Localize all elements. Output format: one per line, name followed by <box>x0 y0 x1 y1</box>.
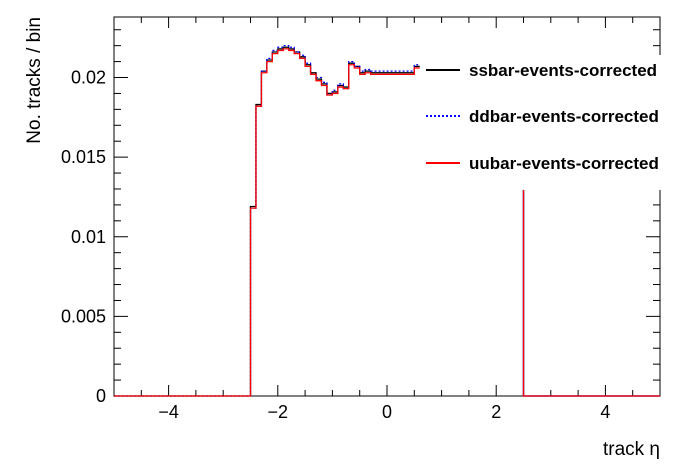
x-tick-label: −2 <box>268 402 289 422</box>
legend-box <box>422 55 692 190</box>
y-tick-label: 0.005 <box>61 306 106 326</box>
y-tick-label: 0.01 <box>71 227 106 247</box>
legend-label: ddbar-events-corrected <box>469 107 659 126</box>
y-axis-title: No. tracks / bin <box>24 17 45 144</box>
series-line-ssbar-events-corrected <box>114 46 420 397</box>
series-right-edge <box>518 180 660 397</box>
x-tick-label: 4 <box>600 402 610 422</box>
axis-ticks: −4 −2 0 2 4 0 0.005 0.01 0.015 0.02 <box>61 17 661 422</box>
y-tick-label: 0.02 <box>71 68 106 88</box>
y-tick-label: 0 <box>96 386 106 406</box>
legend: ssbar-events-corrected ddbar-events-corre… <box>426 61 659 173</box>
series-line-ddbar-events-corrected <box>114 45 420 397</box>
x-tick-label: 0 <box>382 402 392 422</box>
x-tick-label: −4 <box>158 402 179 422</box>
y-tick-label: 0.015 <box>61 147 106 167</box>
series-line-uubar-events-corrected <box>114 48 420 397</box>
series-right-edge <box>518 180 660 397</box>
series-right-edge <box>518 180 660 397</box>
x-axis-title: track η <box>603 439 660 460</box>
x-tick-label: 2 <box>491 402 501 422</box>
legend-label: uubar-events-corrected <box>469 154 659 173</box>
legend-label: ssbar-events-corrected <box>469 61 657 80</box>
